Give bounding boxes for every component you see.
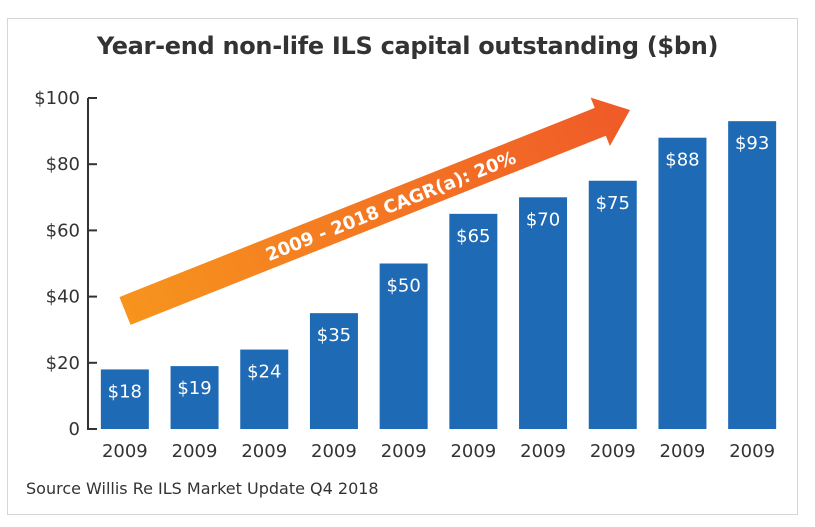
bar xyxy=(309,313,358,429)
bar-data-label: $70 xyxy=(526,209,560,230)
y-tick-label: $80 xyxy=(46,154,80,175)
bar xyxy=(728,121,777,430)
x-tick-label: 2009 xyxy=(660,441,706,462)
bar-data-label: $18 xyxy=(108,381,142,402)
y-tick-label: 0 xyxy=(69,419,80,440)
bar-data-label: $24 xyxy=(247,362,281,383)
y-tick-label: $100 xyxy=(34,88,80,109)
arrow-body xyxy=(119,97,631,325)
bar xyxy=(170,366,219,429)
x-tick-label: 2009 xyxy=(172,441,218,462)
bar-data-label: $75 xyxy=(596,193,630,214)
bar-data-label: $19 xyxy=(177,378,211,399)
y-tick-label: $40 xyxy=(46,287,80,308)
source-note: Source Willis Re ILS Market Update Q4 20… xyxy=(26,479,379,498)
x-tick-label: 2009 xyxy=(381,441,427,462)
x-tick-label: 2009 xyxy=(729,441,775,462)
x-tick-label: 2009 xyxy=(102,441,148,462)
x-tick-label: 2009 xyxy=(450,441,496,462)
bar xyxy=(588,180,637,429)
bar xyxy=(449,213,498,429)
bar xyxy=(379,263,428,429)
bar xyxy=(658,137,707,429)
bar-data-label: $50 xyxy=(386,276,420,297)
y-tick-label: $20 xyxy=(46,353,80,374)
bar-data-label: $93 xyxy=(735,133,769,154)
y-tick-label: $60 xyxy=(46,220,80,241)
bar-data-label: $88 xyxy=(665,150,699,171)
bars: $18 2009 $19 2009 $24 2009 $35 2009 $50 2009 $65 20… xyxy=(100,121,777,462)
x-tick-label: 2009 xyxy=(311,441,357,462)
bar xyxy=(100,369,149,429)
chart-title: Year-end non-life ILS capital outstandin… xyxy=(96,32,719,60)
y-axis: 0 $20 $40 $60 $80 $100 xyxy=(34,88,97,440)
bar-data-label: $35 xyxy=(317,325,351,346)
bar xyxy=(519,197,568,429)
x-tick-label: 2009 xyxy=(520,441,566,462)
x-tick-label: 2009 xyxy=(241,441,287,462)
bar xyxy=(240,349,289,429)
bar-data-label: $65 xyxy=(456,226,490,247)
x-tick-label: 2009 xyxy=(590,441,636,462)
